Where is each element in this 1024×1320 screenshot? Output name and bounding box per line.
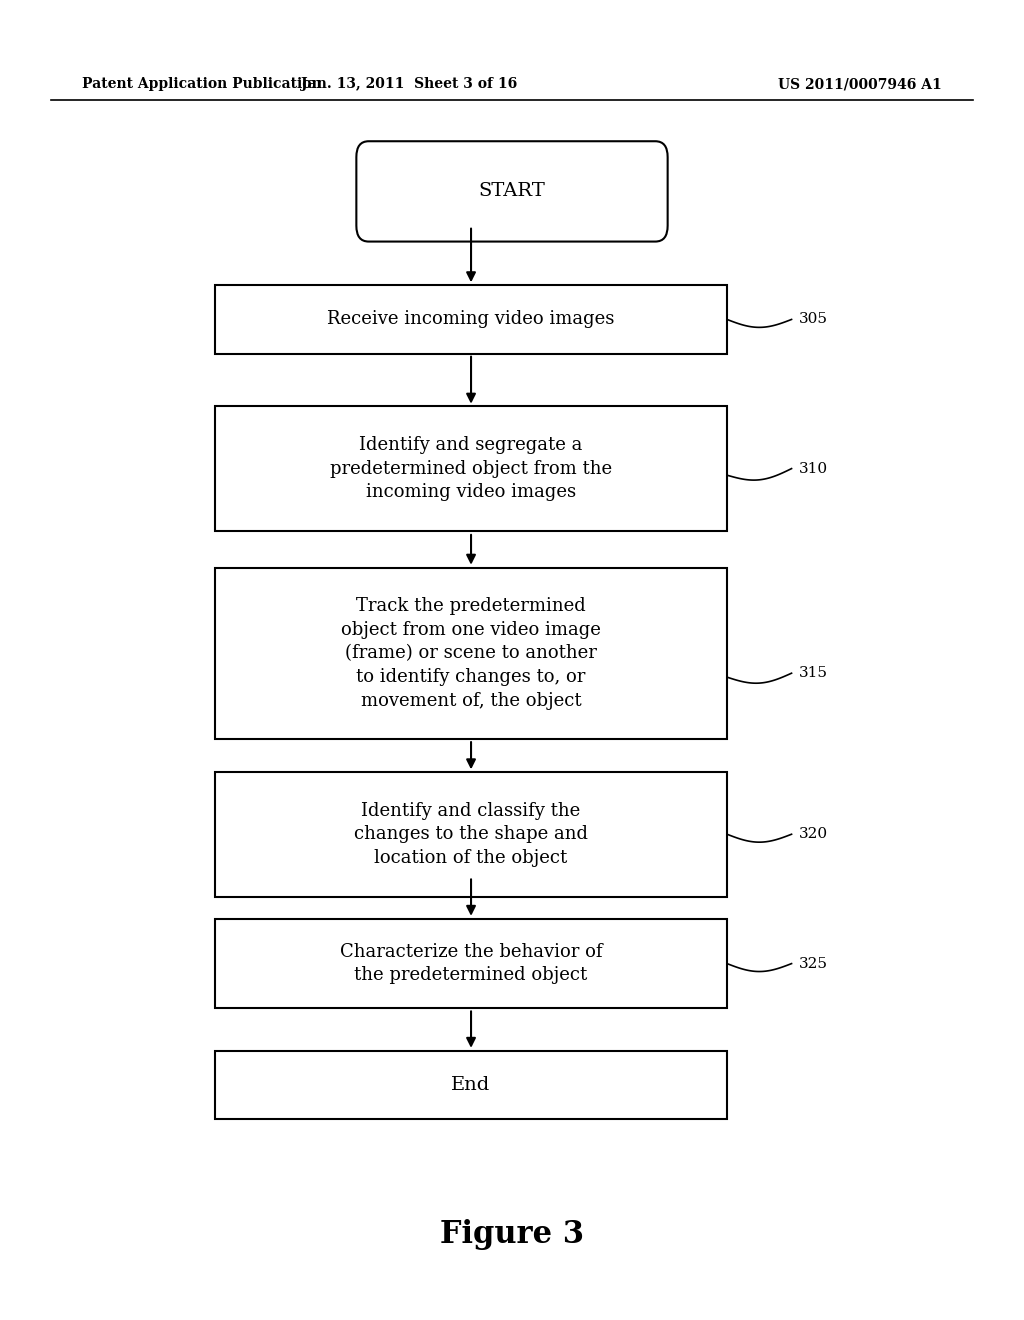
- Text: Track the predetermined
object from one video image
(frame) or scene to another
: Track the predetermined object from one …: [341, 597, 601, 710]
- Bar: [215, 285, 727, 354]
- Bar: [215, 407, 727, 531]
- Text: US 2011/0007946 A1: US 2011/0007946 A1: [778, 78, 942, 91]
- Text: Receive incoming video images: Receive incoming video images: [328, 310, 614, 329]
- Text: Jan. 13, 2011  Sheet 3 of 16: Jan. 13, 2011 Sheet 3 of 16: [301, 78, 518, 91]
- Bar: [215, 1051, 727, 1119]
- Text: 320: 320: [799, 828, 827, 841]
- Text: Figure 3: Figure 3: [440, 1218, 584, 1250]
- Bar: [215, 771, 727, 898]
- Bar: [215, 568, 727, 739]
- Text: START: START: [478, 182, 546, 201]
- Text: Identify and segregate a
predetermined object from the
incoming video images: Identify and segregate a predetermined o…: [330, 436, 612, 502]
- Text: 325: 325: [799, 957, 827, 970]
- Text: Patent Application Publication: Patent Application Publication: [82, 78, 322, 91]
- Text: Identify and classify the
changes to the shape and
location of the object: Identify and classify the changes to the…: [354, 801, 588, 867]
- Bar: [215, 919, 727, 1008]
- Text: 315: 315: [799, 667, 827, 680]
- FancyBboxPatch shape: [356, 141, 668, 242]
- Text: 310: 310: [799, 462, 827, 475]
- Text: 305: 305: [799, 313, 827, 326]
- Text: End: End: [452, 1076, 490, 1094]
- Text: Characterize the behavior of
the predetermined object: Characterize the behavior of the predete…: [340, 942, 602, 985]
